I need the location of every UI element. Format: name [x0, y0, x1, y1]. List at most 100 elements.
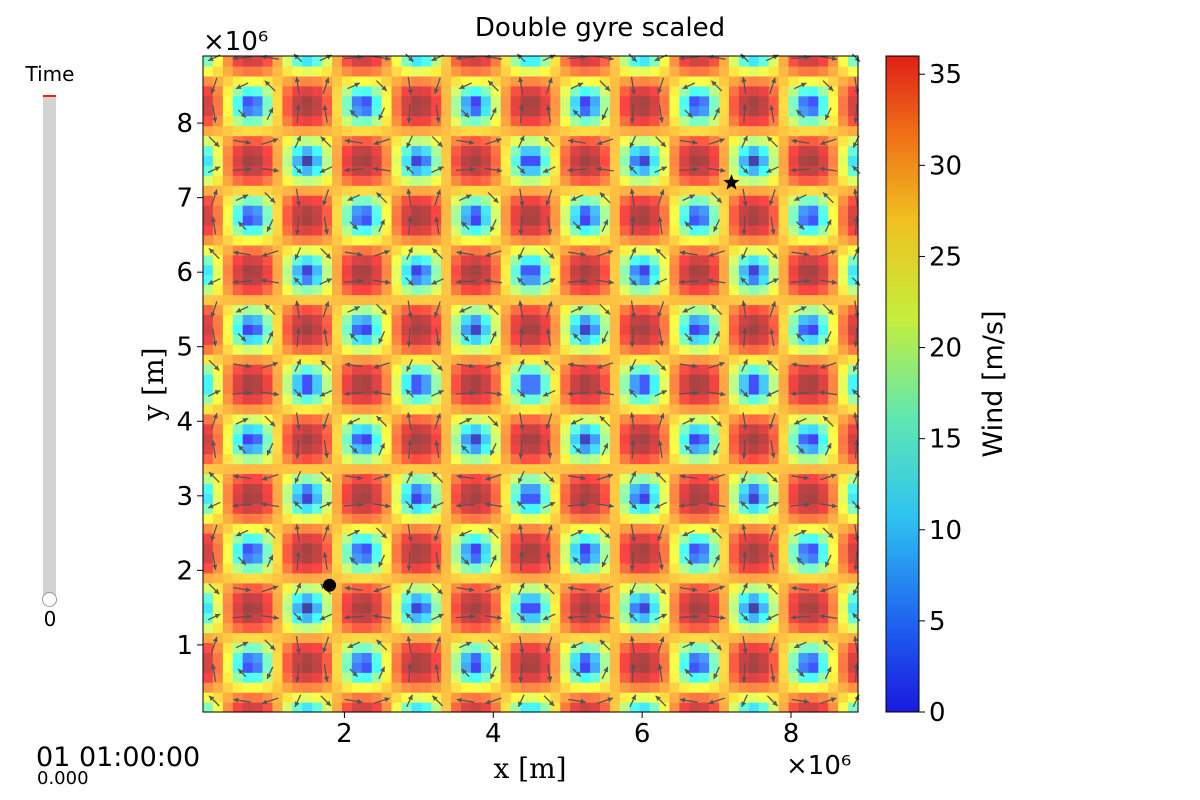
heatmap-cell: [282, 155, 293, 166]
heatmap-cell: [481, 96, 492, 107]
heatmap-cell: [461, 632, 472, 643]
heatmap-cell: [818, 533, 829, 544]
heatmap-cell: [521, 414, 532, 425]
heatmap-cell: [590, 344, 601, 355]
heatmap-cell: [808, 225, 819, 236]
heatmap-cell: [521, 126, 532, 137]
heatmap-cell: [272, 434, 283, 445]
time-slider-track[interactable]: [43, 96, 56, 600]
heatmap-cell: [203, 583, 214, 594]
heatmap-cell: [789, 513, 800, 524]
heatmap-cell: [531, 652, 542, 663]
heatmap-cell: [531, 364, 542, 375]
heatmap-cell: [729, 384, 740, 395]
heatmap-cell: [312, 126, 323, 137]
heatmap-cell: [431, 344, 442, 355]
heatmap-cell: [292, 583, 303, 594]
heatmap-cell: [779, 136, 790, 147]
heatmap-cell: [481, 215, 492, 226]
heatmap-cell: [610, 225, 621, 236]
heatmap-cell: [808, 354, 819, 365]
heatmap-cell: [282, 593, 293, 604]
heatmap-cell: [511, 394, 522, 405]
heatmap-cell: [223, 364, 234, 375]
heatmap-cell: [203, 464, 214, 475]
heatmap-cell: [203, 374, 214, 385]
heatmap-cell: [521, 364, 532, 375]
heatmap-cell: [808, 324, 819, 335]
heatmap-cell: [431, 682, 442, 693]
heatmap-cell: [719, 672, 730, 683]
x-axis-label: x [m]: [493, 752, 566, 785]
heatmap-cell: [332, 384, 343, 395]
heatmap-cell: [282, 473, 293, 484]
heatmap-cell: [709, 215, 720, 226]
heatmap-cell: [501, 553, 512, 564]
heatmap-cell: [560, 205, 571, 216]
heatmap-cell: [590, 414, 601, 425]
heatmap-cell: [471, 165, 482, 176]
heatmap-cell: [789, 682, 800, 693]
heatmap-cell: [838, 424, 849, 435]
heatmap-cell: [501, 116, 512, 127]
heatmap-cell: [411, 66, 422, 77]
heatmap-cell: [798, 682, 809, 693]
heatmap-cell: [779, 573, 790, 584]
heatmap-cell: [292, 434, 303, 445]
heatmap-cell: [798, 583, 809, 594]
heatmap-cell: [848, 632, 859, 643]
heatmap-cell: [808, 66, 819, 77]
heatmap-cell: [481, 66, 492, 77]
heatmap-cell: [302, 513, 313, 524]
heatmap-cell: [550, 374, 561, 385]
heatmap-cell: [719, 225, 730, 236]
heatmap-cell: [292, 66, 303, 77]
heatmap-cell: [580, 155, 591, 166]
heatmap-cell: [650, 76, 661, 87]
heatmap-cell: [729, 632, 740, 643]
heatmap-cell: [332, 623, 343, 634]
heatmap-cell: [769, 583, 780, 594]
heatmap-cell: [203, 702, 214, 713]
heatmap-cell: [580, 563, 591, 574]
heatmap-cell: [511, 553, 522, 564]
heatmap-cell: [759, 503, 770, 514]
heatmap-cell: [521, 185, 532, 196]
heatmap-cell: [263, 285, 274, 296]
heatmap-cell: [362, 692, 373, 703]
heatmap-cell: [669, 155, 680, 166]
heatmap-cell: [640, 563, 651, 574]
heatmap-cell: [421, 225, 432, 236]
heatmap-cell: [640, 543, 651, 554]
heatmap-cell: [580, 285, 591, 296]
heatmap-cell: [411, 444, 422, 455]
heatmap-cell: [401, 623, 412, 634]
heatmap-cell: [679, 672, 690, 683]
heatmap-cell: [332, 404, 343, 415]
heatmap-cell: [531, 314, 542, 325]
heatmap-cell: [272, 76, 283, 87]
heatmap-cell: [312, 613, 323, 624]
heatmap-cell: [679, 434, 690, 445]
heatmap-cell: [580, 603, 591, 614]
heatmap-cell: [451, 324, 462, 335]
heatmap-cell: [828, 682, 839, 693]
heatmap-cell: [640, 175, 651, 186]
heatmap-cell: [302, 613, 313, 624]
heatmap-cell: [243, 563, 254, 574]
heatmap-cell: [332, 483, 343, 494]
heatmap-cell: [580, 483, 591, 494]
heatmap-cell: [759, 414, 770, 425]
heatmap-cell: [699, 533, 710, 544]
heatmap-cell: [779, 523, 790, 534]
heatmap-cell: [322, 374, 333, 385]
heatmap-cell: [679, 593, 690, 604]
time-slider-knob[interactable]: [42, 592, 57, 607]
heatmap-cell: [501, 285, 512, 296]
heatmap-cell: [600, 314, 611, 325]
heatmap-cell: [828, 523, 839, 534]
heatmap-cell: [312, 106, 323, 117]
heatmap-cell: [739, 623, 750, 634]
heatmap-cell: [580, 304, 591, 315]
heatmap-cell: [808, 285, 819, 296]
